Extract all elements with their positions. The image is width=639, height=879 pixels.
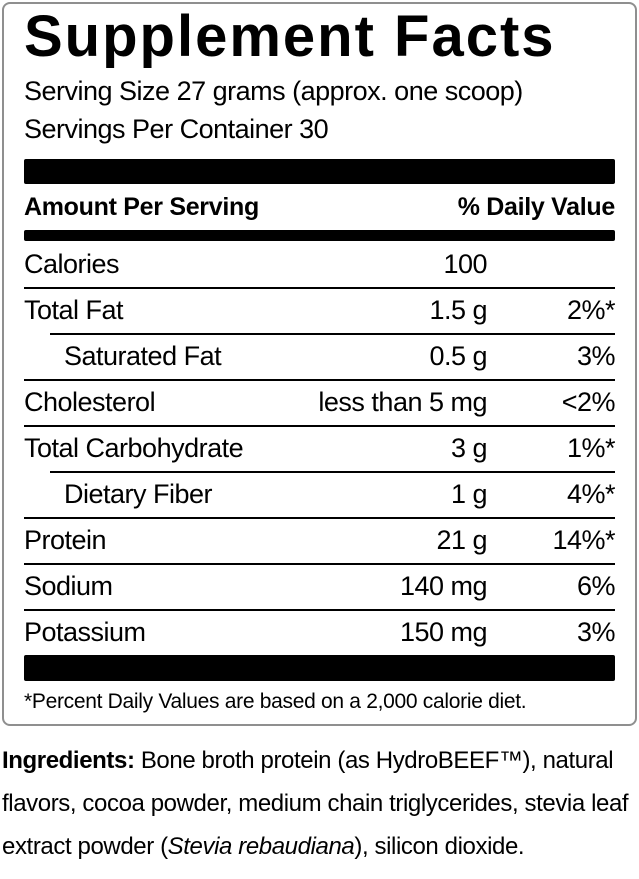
nutrient-amount: 21 g: [436, 524, 487, 555]
nutrient-row-saturated-fat: Saturated Fat 0.5 g 3%: [24, 333, 616, 379]
divider-bar-bottom: [24, 655, 615, 681]
nutrient-name: Total Carbohydrate: [24, 432, 244, 463]
column-header-row: Amount Per Serving % Daily Value: [24, 184, 615, 230]
nutrient-name: Potassium: [24, 616, 146, 647]
nutrient-name: Dietary Fiber: [64, 478, 213, 509]
nutrient-amount: 140 mg: [399, 570, 488, 601]
nutrient-row-dietary-fiber: Dietary Fiber 1 g 4%*: [24, 471, 616, 517]
nutrient-name: Cholesterol: [24, 386, 156, 417]
nutrient-amount: less than 5 mg: [318, 386, 487, 417]
nutrient-name: Calories: [24, 248, 120, 279]
nutrient-row-total-carbohydrate: Total Carbohydrate 3 g 1%*: [24, 425, 616, 471]
servings-per-container-text: Servings Per Container 30: [24, 114, 329, 144]
nutrient-row-protein: Protein 21 g 14%*: [24, 517, 616, 563]
nutrient-row-sodium: Sodium 140 mg 6%: [24, 563, 616, 609]
supplement-facts-panel: Supplement Facts Serving Size 27 grams (…: [2, 2, 637, 726]
nutrient-daily-value: 6%: [576, 570, 616, 601]
nutrient-daily-value: 2%*: [566, 294, 616, 325]
divider-bar-top: [24, 159, 615, 184]
nutrient-name: Sodium: [24, 570, 113, 601]
daily-value-footnote: *Percent Daily Values are based on a 2,0…: [24, 690, 527, 713]
nutrient-amount: 3 g: [450, 432, 488, 463]
nutrient-row-total-fat: Total Fat 1.5 g 2%*: [24, 287, 616, 333]
facts-rows: Calories 100 Total Fat 1.5 g 2%* Saturat…: [24, 241, 616, 655]
nutrient-daily-value: 3%: [576, 616, 616, 647]
divider-bar-header: [24, 230, 615, 241]
nutrient-daily-value: 4%*: [566, 478, 616, 509]
nutrient-name: Saturated Fat: [64, 340, 222, 371]
serving-size-text: Serving Size 27 grams (approx. one scoop…: [24, 76, 523, 106]
column-header-daily-value: % Daily Value: [457, 192, 616, 221]
column-header-amount-per-serving: Amount Per Serving: [24, 192, 259, 221]
nutrient-amount: 0.5 g: [429, 340, 487, 371]
nutrient-amount: 1.5 g: [429, 294, 487, 325]
nutrient-daily-value: 3%: [576, 340, 616, 371]
nutrient-amount: 100: [443, 248, 487, 279]
nutrient-daily-value: 1%*: [566, 432, 616, 463]
nutrient-daily-value: 14%*: [552, 524, 615, 555]
nutrient-amount: 1 g: [450, 478, 488, 509]
ingredients-label: Ingredients:: [2, 747, 135, 774]
ingredients-paragraph: Ingredients: Bone broth protein (as Hydr…: [2, 739, 636, 868]
panel-title: Supplement Facts: [24, 4, 556, 69]
nutrient-daily-value: <2%: [561, 386, 616, 417]
nutrient-name: Total Fat: [24, 294, 124, 325]
nutrient-name: Protein: [24, 524, 107, 555]
ingredients-text-part2: ), silicon dioxide.: [354, 833, 525, 860]
nutrient-row-calories: Calories 100: [24, 241, 615, 287]
ingredients-text-part1: Bone broth protein (as HydroBEEF™), natu…: [2, 747, 629, 860]
ingredients-species-name: Stevia rebaudiana: [167, 833, 355, 860]
nutrient-amount: 150 mg: [399, 616, 488, 647]
nutrient-row-cholesterol: Cholesterol less than 5 mg <2%: [24, 379, 616, 425]
nutrient-row-potassium: Potassium 150 mg 3%: [24, 609, 616, 655]
